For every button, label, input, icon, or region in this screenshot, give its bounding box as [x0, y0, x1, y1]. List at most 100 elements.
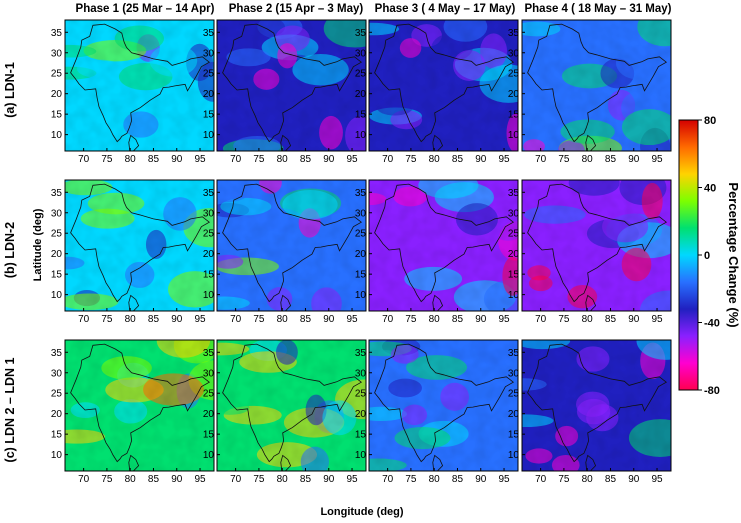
y-tick-label: 15 — [203, 110, 215, 121]
y-tick-label: 30 — [51, 48, 63, 59]
x-tick-label: 90 — [323, 154, 335, 165]
y-tick-label: 30 — [355, 48, 367, 59]
y-tick-label: 10 — [51, 450, 63, 461]
y-tick-label: 25 — [508, 389, 520, 400]
x-tick-label: 70 — [535, 474, 547, 485]
x-tick-label: 90 — [475, 474, 487, 485]
x-tick-label: 80 — [582, 154, 594, 165]
x-tick-label: 70 — [382, 154, 394, 165]
y-tick-label: 25 — [508, 229, 520, 240]
x-tick-label: 70 — [78, 154, 90, 165]
x-tick-label: 90 — [628, 314, 640, 325]
y-tick-label: 15 — [508, 110, 520, 121]
y-tick-label: 35 — [203, 348, 215, 359]
x-tick-label: 80 — [429, 154, 441, 165]
y-tick-label: 35 — [51, 348, 63, 359]
y-tick-label: 10 — [51, 290, 63, 301]
y-tick-label: 25 — [355, 69, 367, 80]
row-label-c: (c) LDN 2 – LDN 1 — [3, 358, 17, 463]
island-outline — [585, 294, 597, 311]
x-tick-label: 75 — [558, 314, 570, 325]
x-tick-label: 80 — [429, 474, 441, 485]
x-tick-label: 95 — [651, 474, 663, 485]
colorbar-tick-label: 40 — [704, 183, 716, 195]
x-tick-label: 70 — [382, 314, 394, 325]
map-panel: 70 75 80 85 90 95 10 15 20 25 30 35 — [51, 339, 215, 485]
x-tick-label: 70 — [230, 154, 242, 165]
map-panel: 70 75 80 85 90 95 10 15 20 25 30 35 — [203, 339, 367, 485]
panel-frame — [216, 179, 367, 312]
x-tick-label: 80 — [582, 474, 594, 485]
x-tick-label: 75 — [253, 154, 265, 165]
map-panel: 70 75 80 85 90 95 10 15 20 25 30 35 — [508, 179, 672, 325]
island-outline — [280, 134, 292, 151]
y-tick-label: 25 — [355, 229, 367, 240]
x-tick-label: 85 — [605, 154, 617, 165]
panel-frame — [521, 339, 672, 472]
x-tick-label: 80 — [277, 474, 289, 485]
country-outline — [527, 183, 668, 303]
x-tick-label: 85 — [300, 474, 312, 485]
x-tick-label: 95 — [346, 474, 358, 485]
y-tick-label: 35 — [508, 28, 520, 39]
x-tick-label: 95 — [651, 314, 663, 325]
panel-frame — [64, 179, 215, 312]
island-outline — [128, 454, 140, 471]
country-outline — [374, 343, 515, 463]
colorbar-tick-label: 0 — [704, 250, 710, 262]
x-tick-label: 75 — [558, 154, 570, 165]
x-tick-label: 75 — [405, 154, 417, 165]
phase-3-title: Phase 3 ( 4 May – 17 May) — [375, 3, 516, 15]
x-tick-label: 90 — [475, 314, 487, 325]
y-tick-label: 25 — [203, 69, 215, 80]
y-tick-label: 35 — [203, 28, 215, 39]
x-tick-label: 75 — [101, 154, 113, 165]
y-tick-label: 10 — [508, 450, 520, 461]
x-tick-label: 80 — [582, 314, 594, 325]
x-tick-label: 85 — [300, 154, 312, 165]
x-tick-label: 75 — [558, 474, 570, 485]
y-tick-label: 10 — [203, 290, 215, 301]
y-tick-label: 25 — [51, 389, 63, 400]
x-tick-label: 95 — [194, 154, 206, 165]
y-tick-label: 15 — [51, 270, 63, 281]
x-tick-label: 70 — [382, 474, 394, 485]
colorbar — [678, 119, 699, 391]
y-tick-label: 30 — [51, 208, 63, 219]
y-tick-label: 15 — [51, 110, 63, 121]
y-tick-label: 20 — [203, 89, 215, 100]
y-tick-label: 25 — [203, 389, 215, 400]
island-outline — [432, 294, 444, 311]
y-tick-label: 25 — [51, 69, 63, 80]
x-tick-label: 85 — [452, 474, 464, 485]
y-tick-label: 30 — [203, 208, 215, 219]
colorbar-tick-label: 80 — [704, 115, 716, 127]
y-tick-label: 20 — [51, 249, 63, 260]
y-tick-label: 10 — [203, 130, 215, 141]
x-tick-label: 80 — [277, 314, 289, 325]
y-tick-label: 15 — [508, 430, 520, 441]
x-tick-label: 95 — [194, 314, 206, 325]
phase-1-title: Phase 1 (25 Mar – 14 Apr) — [76, 3, 215, 15]
x-tick-label: 75 — [101, 474, 113, 485]
x-tick-label: 90 — [628, 474, 640, 485]
x-tick-label: 95 — [498, 314, 510, 325]
y-tick-label: 10 — [203, 450, 215, 461]
y-tick-label: 25 — [508, 69, 520, 80]
x-tick-label: 75 — [253, 314, 265, 325]
country-outline — [374, 23, 515, 143]
y-tick-label: 10 — [508, 290, 520, 301]
y-tick-label: 30 — [203, 48, 215, 59]
x-tick-label: 85 — [605, 314, 617, 325]
x-tick-label: 85 — [452, 314, 464, 325]
row-label-b: (b) LDN-2 — [3, 222, 17, 278]
panel-frame — [216, 339, 367, 472]
island-outline — [280, 454, 292, 471]
x-tick-label: 85 — [148, 314, 160, 325]
x-tick-label: 85 — [300, 314, 312, 325]
panel-frame — [521, 19, 672, 152]
x-tick-label: 90 — [171, 154, 183, 165]
x-tick-label: 95 — [651, 154, 663, 165]
y-tick-label: 10 — [355, 130, 367, 141]
